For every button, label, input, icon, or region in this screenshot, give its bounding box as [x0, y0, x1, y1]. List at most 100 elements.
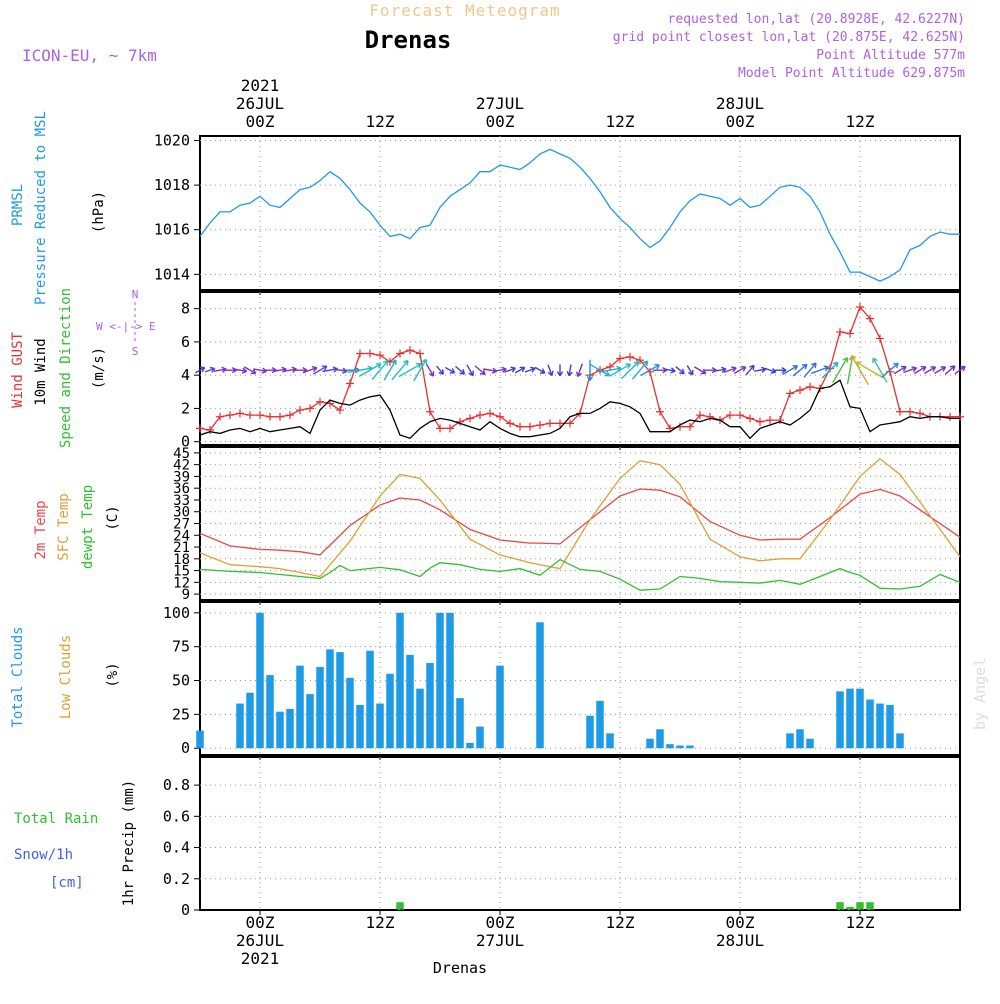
gust-marker	[276, 412, 284, 421]
top-time-axis-label: 00Z	[726, 112, 755, 131]
series-line-prmsl	[199, 148, 960, 282]
precip-ytick-label: 0.4	[163, 839, 190, 857]
bar-clouds	[856, 688, 864, 749]
gust-marker	[216, 412, 224, 421]
svg-text:W <-|-> E: W <-|-> E	[96, 320, 156, 333]
gust-marker	[766, 416, 774, 425]
bar-clouds	[456, 698, 464, 749]
gust-marker	[506, 419, 514, 428]
clouds-unit: (%)	[105, 662, 121, 687]
wind-direction-arrow	[312, 365, 328, 375]
gust-marker	[356, 349, 364, 358]
gust-marker	[486, 409, 494, 418]
bar-clouds	[396, 612, 404, 749]
wind-direction-arrow	[243, 366, 257, 375]
gust-marker	[286, 411, 294, 420]
gust-marker	[706, 412, 714, 421]
gust-marker	[466, 414, 474, 423]
temp-ytick-label: 30	[173, 505, 190, 521]
temp-label-sfc: SFC Temp	[56, 493, 72, 560]
wind-direction-arrow	[944, 365, 956, 375]
bar-clouds	[356, 704, 364, 749]
top-time-axis-label: 26JUL	[236, 94, 284, 113]
bar-clouds	[876, 703, 884, 749]
wind-direction-arrow	[391, 359, 409, 381]
top-time-axis-label: 12Z	[606, 112, 635, 131]
bottom-time-axis-label: 12Z	[366, 913, 395, 932]
bottom-time-axis-label: 00Z	[726, 913, 755, 932]
bar-precip	[856, 902, 864, 910]
bar-clouds	[466, 742, 474, 749]
gust-marker	[946, 412, 954, 421]
top-time-axis-label: 28JUL	[716, 94, 764, 113]
series-line-sfc-temp	[199, 457, 961, 578]
wind-direction-arrow	[792, 363, 808, 377]
clouds-ytick-label: 50	[172, 672, 190, 690]
model-name: ICON-EU, ~ 7km	[22, 46, 157, 65]
compass-icon: N W <-|-> E S	[96, 288, 156, 358]
wind-direction-arrow	[773, 367, 787, 374]
wind-direction-arrow	[302, 366, 318, 374]
precip-ytick-label: 0.2	[163, 870, 190, 888]
info-line-point-altitude: Point Altitude 577m	[816, 48, 965, 63]
gust-marker	[336, 406, 344, 415]
bar-clouds	[196, 730, 204, 749]
gust-marker	[406, 346, 414, 355]
wind-direction-arrow	[445, 366, 456, 374]
bar-precip	[846, 906, 854, 910]
gust-marker	[806, 382, 814, 391]
temp-label-2m: 2m Temp	[33, 500, 49, 559]
temp-panel-labels: 2m Temp SFC Temp dewpt Temp (C)	[33, 485, 121, 569]
wind-direction-arrow	[913, 366, 927, 375]
precip-unit: 1hr Precip (mm)	[121, 780, 137, 906]
wind-direction-arrow	[586, 359, 594, 381]
wind-direction-arrow	[547, 364, 554, 377]
wind-ytick-label: 0	[181, 433, 190, 451]
wind-panel-labels: Wind GUST 10m Wind Speed and Direction (…	[10, 288, 156, 448]
pressure-panel-labels: PRMSL Pressure Reduced to MSL (hPa)	[10, 111, 107, 305]
wind-direction-arrow	[233, 367, 248, 374]
gust-marker	[436, 424, 444, 433]
bar-precip	[396, 902, 404, 910]
temp-ytick-label: 27	[173, 517, 190, 533]
plot-layer: 1014101610181020024689121518212427303336…	[154, 76, 966, 968]
bar-clouds	[336, 652, 344, 749]
pressure-ytick-label: 1020	[154, 131, 190, 149]
wind-direction-arrow	[466, 364, 474, 377]
wind-direction-arrow	[924, 366, 937, 375]
wind-direction-arrow	[664, 367, 676, 374]
precip-ytick-label: 0.8	[163, 776, 190, 794]
bar-clouds	[346, 677, 354, 749]
bar-precip	[836, 902, 844, 910]
bar-clouds	[446, 612, 454, 749]
bar-clouds	[246, 692, 254, 749]
bar-clouds	[686, 745, 694, 749]
pressure-frame	[199, 135, 961, 291]
precip-ytick-label: 0.6	[163, 807, 190, 825]
gust-marker	[316, 397, 324, 406]
bottom-time-axis-label: 00Z	[486, 913, 515, 932]
bar-clouds	[316, 666, 324, 749]
wind-direction-arrow	[413, 358, 427, 382]
clouds-label-total: Total Clouds	[10, 626, 26, 727]
clouds-ytick-label: 0	[181, 739, 190, 757]
bar-clouds	[676, 745, 684, 749]
gust-marker	[656, 407, 664, 416]
svg-text:S: S	[132, 345, 139, 358]
wind-direction-arrow	[204, 366, 216, 373]
temp-unit: (C)	[105, 505, 121, 530]
wind-label-speed-direction: Speed and Direction	[58, 288, 74, 448]
wind-direction-arrow	[675, 366, 685, 375]
gust-marker	[246, 411, 254, 420]
wind-ytick-label: 4	[181, 366, 190, 384]
pressure-ytick-label: 1018	[154, 176, 190, 194]
wind-direction-arrow	[653, 367, 668, 374]
bottom-time-axis-label: 12Z	[606, 913, 635, 932]
series-line-dewpt-temp	[199, 558, 961, 591]
gust-marker	[196, 424, 204, 433]
temp-ytick-label: 24	[173, 528, 190, 544]
bar-clouds	[846, 688, 854, 749]
wind-direction-arrow	[686, 365, 694, 376]
wind-direction-arrow	[850, 354, 870, 386]
